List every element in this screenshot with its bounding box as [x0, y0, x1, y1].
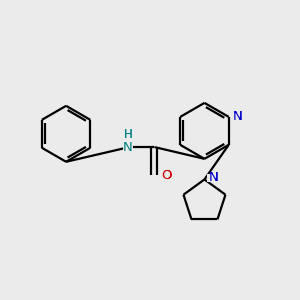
Text: N: N [233, 110, 243, 123]
Bar [207, 174, 215, 182]
Text: N: N [233, 110, 243, 123]
Bar [159, 171, 167, 179]
Text: O: O [161, 169, 171, 182]
Text: H: H [124, 128, 132, 141]
Text: N: N [123, 141, 133, 154]
Bar [231, 113, 239, 121]
Text: N: N [209, 172, 219, 184]
Text: O: O [161, 169, 171, 182]
Text: N: N [123, 141, 133, 154]
Text: H: H [124, 128, 132, 141]
Text: N: N [209, 172, 219, 184]
Bar [123, 139, 133, 155]
